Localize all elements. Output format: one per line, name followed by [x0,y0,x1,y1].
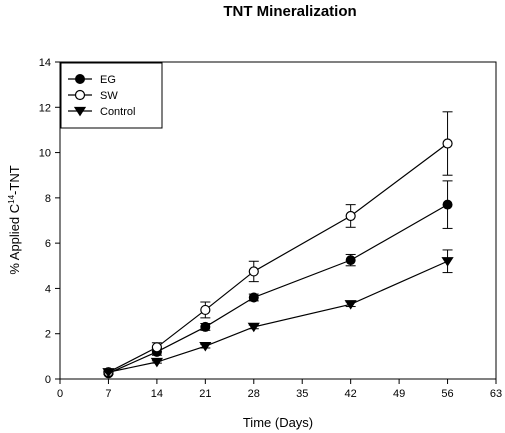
y-axis-label-superscript: 14 [7,194,16,203]
plot-frame [59,61,497,380]
x-axis-label: Time (Days) [243,415,313,430]
y-tick-label: 8 [45,193,51,205]
y-tick-label: 6 [45,238,51,250]
data-point [248,292,259,303]
y-tick-label: 10 [39,148,51,160]
x-axis: 0 7 14 21 28 35 42 49 56 63 [57,379,502,400]
data-point [150,357,164,368]
x-tick-label: 0 [57,388,63,400]
y-axis: 0 2 4 6 8 10 12 14 [39,57,60,386]
x-tick-label: 7 [105,388,111,400]
chart-title: TNT Mineralization [223,3,356,20]
data-point [247,322,260,333]
data-point [102,368,115,378]
legend-label: Control [100,106,135,118]
legend-item-control: Control [68,106,135,118]
series-eg-line [108,204,448,374]
x-tick-label: 35 [296,388,308,400]
y-axis-label-prefix: % Applied C [7,204,22,275]
x-tick-label: 42 [345,388,357,400]
y-tick-label: 12 [39,102,51,114]
legend: EG SW Control [60,62,163,129]
data-point [442,199,453,210]
y-axis-label: % Applied C14-TNT [7,165,22,274]
legend-marker [75,74,85,84]
series-sw-line [108,143,448,373]
y-axis-label-suffix: -TNT [7,165,22,195]
y-tick-label: 0 [45,374,51,386]
data-point [199,342,212,352]
x-tick-label: 63 [490,388,502,400]
series-layer [102,111,454,379]
series-control-line [108,260,448,373]
series-sw [103,111,453,378]
data-point [345,210,356,222]
y-tick-label: 4 [45,283,51,295]
data-point [200,321,211,332]
data-point [344,300,357,310]
y-tick-label: 14 [39,57,51,69]
series-control [102,249,454,378]
data-point [345,255,356,266]
y-tick-label: 2 [45,329,51,341]
data-point [441,257,454,267]
legend-label: EG [100,74,116,86]
data-point [151,342,162,353]
x-tick-label: 14 [151,388,163,400]
legend-marker [73,106,87,117]
legend-item-eg: EG [68,74,116,86]
x-tick-label: 21 [199,388,211,400]
x-tick-label: 49 [393,388,405,400]
legend-marker [74,89,86,101]
x-tick-label: 56 [441,388,453,400]
data-point [200,304,211,316]
data-point [248,266,259,277]
legend-label: SW [100,90,118,102]
x-tick-label: 28 [248,388,260,400]
legend-item-sw: SW [68,89,118,102]
data-point [442,138,453,149]
